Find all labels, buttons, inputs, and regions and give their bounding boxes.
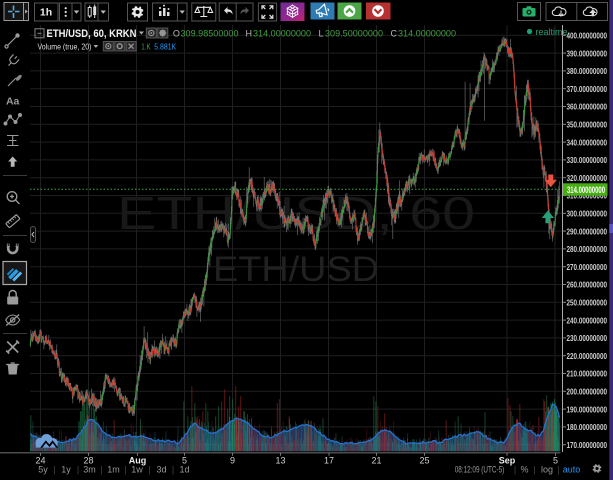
svg-text:210.00000000: 210.00000000 bbox=[567, 369, 608, 379]
svg-text:Aug: Aug bbox=[129, 456, 147, 466]
svg-text:390.00000000: 390.00000000 bbox=[567, 48, 608, 58]
svg-text:240.00000000: 240.00000000 bbox=[567, 315, 608, 325]
svg-text:1.K: 1.K bbox=[141, 42, 151, 52]
svg-text:|: | bbox=[77, 465, 79, 475]
svg-text:Volume (true, 20): Volume (true, 20) bbox=[38, 42, 92, 52]
svg-text:400.00000000: 400.00000000 bbox=[567, 31, 608, 41]
svg-text:300.00000000: 300.00000000 bbox=[567, 209, 608, 219]
svg-text:200.00000000: 200.00000000 bbox=[567, 387, 608, 397]
svg-text:13: 13 bbox=[275, 456, 285, 466]
svg-text:250.00000000: 250.00000000 bbox=[567, 298, 608, 308]
svg-text:5.881K: 5.881K bbox=[154, 42, 176, 52]
svg-text:|: | bbox=[124, 465, 126, 475]
svg-text:|: | bbox=[533, 465, 535, 475]
svg-text:ETH/USD, 60, KRKN: ETH/USD, 60, KRKN bbox=[47, 28, 137, 40]
svg-text:220.00000000: 220.00000000 bbox=[567, 351, 608, 361]
svg-text:1m: 1m bbox=[107, 465, 120, 475]
svg-text:1d: 1d bbox=[179, 465, 189, 475]
svg-text:320.00000000: 320.00000000 bbox=[567, 173, 608, 183]
svg-text:|: | bbox=[557, 465, 559, 475]
svg-text:log: log bbox=[541, 465, 553, 475]
svg-text:180.00000000: 180.00000000 bbox=[567, 422, 608, 432]
svg-text:ETH/USD, 60: ETH/USD, 60 bbox=[117, 187, 475, 239]
svg-text:260.00000000: 260.00000000 bbox=[567, 280, 608, 290]
svg-text:24: 24 bbox=[35, 456, 45, 466]
svg-text:370.00000000: 370.00000000 bbox=[567, 84, 608, 94]
svg-text:1w: 1w bbox=[131, 465, 143, 475]
svg-text:C: C bbox=[391, 29, 398, 39]
svg-text:%: % bbox=[520, 465, 528, 475]
svg-text:3d: 3d bbox=[156, 465, 166, 475]
svg-text:314.00000000: 314.00000000 bbox=[398, 29, 456, 39]
svg-text:280.00000000: 280.00000000 bbox=[567, 244, 608, 254]
svg-text:21: 21 bbox=[371, 456, 381, 466]
svg-text:Aa: Aa bbox=[6, 96, 20, 108]
svg-text:H: H bbox=[246, 29, 253, 39]
svg-text:auto: auto bbox=[563, 465, 581, 475]
svg-text:|: | bbox=[53, 465, 55, 475]
svg-text:3m: 3m bbox=[83, 465, 96, 475]
svg-text:330.00000000: 330.00000000 bbox=[567, 155, 608, 165]
svg-text:08:12:09 (UTC-5): 08:12:09 (UTC-5) bbox=[455, 465, 505, 475]
svg-text:|: | bbox=[514, 465, 516, 475]
svg-text:|: | bbox=[172, 465, 174, 475]
svg-text:314.00000000: 314.00000000 bbox=[253, 29, 311, 39]
svg-text:L: L bbox=[319, 29, 324, 39]
svg-text:O: O bbox=[173, 29, 180, 39]
svg-text:360.00000000: 360.00000000 bbox=[567, 102, 608, 112]
svg-text:350.00000000: 350.00000000 bbox=[567, 120, 608, 130]
svg-text:314.00000000: 314.00000000 bbox=[567, 185, 605, 195]
svg-text:5y: 5y bbox=[38, 465, 48, 475]
svg-text:5: 5 bbox=[553, 456, 558, 466]
svg-text:230.00000000: 230.00000000 bbox=[567, 333, 608, 343]
svg-text:170.00000000: 170.00000000 bbox=[567, 440, 608, 450]
svg-text:25: 25 bbox=[419, 456, 429, 466]
svg-text:realtime: realtime bbox=[536, 27, 568, 37]
svg-text:309.98500000: 309.98500000 bbox=[181, 29, 239, 39]
svg-text:5: 5 bbox=[182, 456, 187, 466]
svg-text:270.00000000: 270.00000000 bbox=[567, 262, 608, 272]
svg-text:|: | bbox=[100, 465, 102, 475]
svg-text:9: 9 bbox=[230, 456, 235, 466]
svg-text:309.50000000: 309.50000000 bbox=[325, 29, 383, 39]
svg-text:1h: 1h bbox=[40, 7, 52, 19]
svg-text:340.00000000: 340.00000000 bbox=[567, 137, 608, 147]
svg-text:28: 28 bbox=[83, 456, 93, 466]
svg-text:|: | bbox=[148, 465, 150, 475]
svg-text:380.00000000: 380.00000000 bbox=[567, 66, 608, 76]
svg-text:290.00000000: 290.00000000 bbox=[567, 226, 608, 236]
svg-text:17: 17 bbox=[324, 456, 334, 466]
svg-text:Sep: Sep bbox=[499, 456, 516, 466]
svg-text:ETH/USD: ETH/USD bbox=[213, 250, 379, 289]
svg-text:190.00000000: 190.00000000 bbox=[567, 404, 608, 414]
svg-text:1y: 1y bbox=[61, 465, 71, 475]
